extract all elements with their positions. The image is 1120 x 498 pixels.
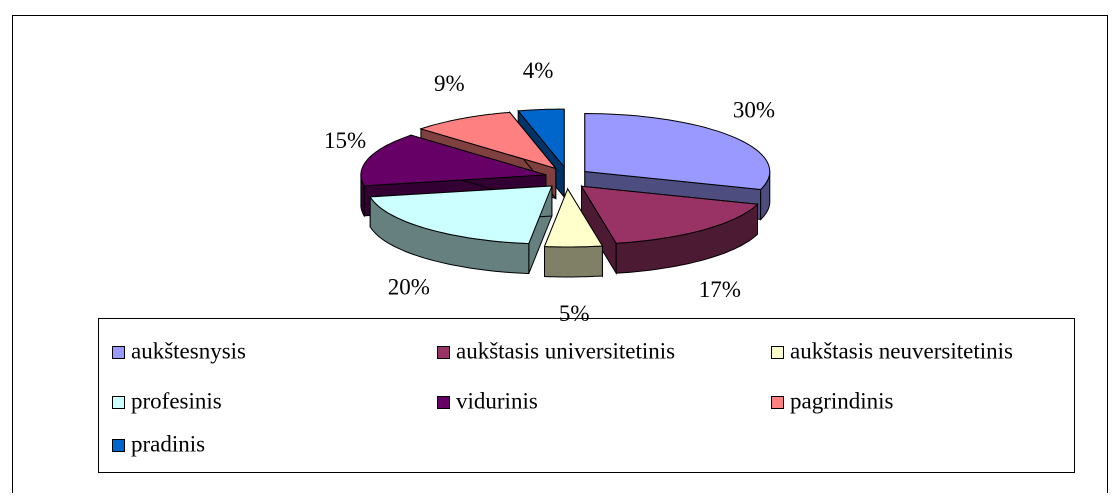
data-label: 30% [733,98,775,123]
legend-swatch [771,396,784,409]
slice-top [369,185,553,245]
legend-swatch [112,396,125,409]
slice-top [360,134,547,187]
data-label: 15% [324,128,366,153]
data-label: 5% [559,301,590,326]
legend-swatch [112,439,125,452]
legend-label: aukštasis universitetinis [456,338,675,363]
legend-swatch [437,396,450,409]
legend-swatch [112,346,125,359]
data-label: 17% [699,277,741,302]
data-label: 20% [388,275,430,300]
slice-top [419,111,558,170]
slice [580,184,759,275]
slice [543,187,604,278]
slice-top [580,185,759,244]
legend: aukštesnysis aukštasis universitetinis auk… [112,338,1013,456]
legend-box [98,318,1075,473]
legend-label: pradinis [131,431,205,456]
slice-outer-side [544,245,603,278]
data-label: 9% [434,71,465,96]
pie: 30% 17% 5% 20% 15% 9% 4% [324,58,775,326]
slice-top [517,108,565,169]
slice-top [584,112,771,191]
data-label: 4% [523,58,554,83]
slice-top [543,187,604,248]
legend-label: aukštasis neuversitetinis [790,338,1013,363]
slice [369,185,553,275]
legend-label: vidurinis [456,388,538,413]
legend-swatch [437,346,450,359]
legend-swatch [771,346,784,359]
legend-label: aukštesnysis [131,338,246,363]
legend-label: profesinis [131,388,222,413]
legend-label: pagrindinis [790,388,894,413]
